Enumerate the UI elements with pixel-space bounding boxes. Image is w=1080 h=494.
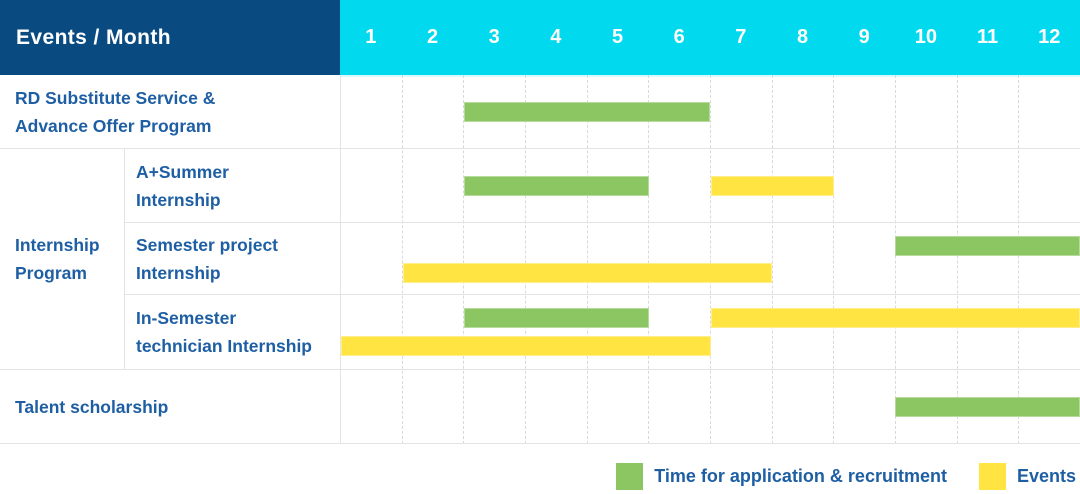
internship-program-group: Internship Program A+Summer Internship Semes…	[0, 148, 1080, 369]
month-header-1: 1	[365, 26, 377, 48]
month-header-6: 6	[673, 26, 685, 48]
month-header-2: 2	[426, 26, 439, 48]
row-label-line: technician Internship	[136, 336, 312, 356]
month-header-12: 12	[1038, 26, 1061, 48]
month-header-7: 7	[735, 26, 747, 48]
recruitment-bar	[464, 101, 711, 122]
month-header-5: 5	[611, 26, 624, 48]
table-header: Events / Month 1 2 3 4 5 6 7 8 9 10 11 12	[0, 0, 1080, 75]
row-label: Semester project Internship	[125, 223, 340, 294]
row-label-line: A+Summer	[136, 161, 229, 182]
events-bar	[710, 175, 834, 196]
month-header-9: 9	[858, 26, 870, 48]
month-header-4: 4	[550, 26, 562, 48]
chart-cell	[340, 295, 1080, 369]
group-rows: A+Summer Internship Semester project Intern…	[125, 149, 1080, 369]
chart-cell	[340, 370, 1080, 443]
row-label: Talent scholarship	[0, 370, 340, 443]
events-month-header-cell: Events / Month	[0, 0, 340, 75]
month-header-3: 3	[488, 26, 500, 48]
legend-label-recruitment: Time for application & recruitment	[654, 466, 947, 486]
events-swatch-icon	[978, 463, 1006, 490]
row-label-line: Semester project	[136, 234, 279, 255]
group-label-line: Program	[15, 263, 87, 283]
recruitment-bar	[464, 175, 649, 196]
row-label-line: Talent scholarship	[15, 396, 169, 417]
schedule-row: A+Summer Internship	[125, 149, 1080, 222]
month-header-row: 1 2 3 4 5 6 7 8 9 10 11 12	[340, 0, 1080, 75]
schedule-table-body: RD Substitute Service & Advance Offer Pro…	[0, 75, 1080, 444]
schedule-row: Talent scholarship	[0, 369, 1080, 444]
row-label-line: Advance Offer Program	[15, 115, 212, 136]
row-label-line: RD Substitute Service &	[15, 87, 216, 108]
chart-cell	[340, 149, 1080, 222]
month-header-10: 10	[914, 26, 937, 48]
recruitment-bar	[895, 396, 1080, 417]
events-bar	[710, 308, 1080, 329]
month-header-11: 11	[976, 26, 999, 48]
row-label-line: In-Semester	[136, 308, 237, 328]
events-bar	[341, 336, 711, 357]
schedule-row: Semester project Internship	[125, 222, 1080, 294]
group-label-line: Internship	[15, 235, 100, 255]
chart-cell	[340, 75, 1080, 148]
schedule-row: RD Substitute Service & Advance Offer Pro…	[0, 75, 1080, 148]
legend: Time for application & recruitment Event…	[616, 462, 1076, 491]
legend-item-recruitment: Time for application & recruitment	[616, 463, 947, 490]
header-title: Events / Month	[16, 25, 171, 49]
row-label-line: Internship	[136, 189, 221, 210]
row-label: RD Substitute Service & Advance Offer Pro…	[0, 75, 340, 148]
row-label: In-Semester technician Internship	[125, 295, 340, 369]
legend-item-events: Events	[978, 463, 1076, 490]
schedule-row: In-Semester technician Internship	[125, 294, 1080, 369]
row-label-line: Internship	[136, 262, 221, 283]
recruitment-bar	[895, 235, 1080, 256]
recruitment-bar	[464, 308, 649, 329]
chart-cell	[340, 223, 1080, 294]
month-header-8: 8	[796, 26, 809, 48]
row-label: A+Summer Internship	[125, 149, 340, 222]
group-label: Internship Program	[0, 149, 125, 369]
recruitment-swatch-icon	[616, 463, 644, 490]
events-bar	[402, 262, 773, 283]
legend-label-events: Events	[1016, 466, 1076, 486]
